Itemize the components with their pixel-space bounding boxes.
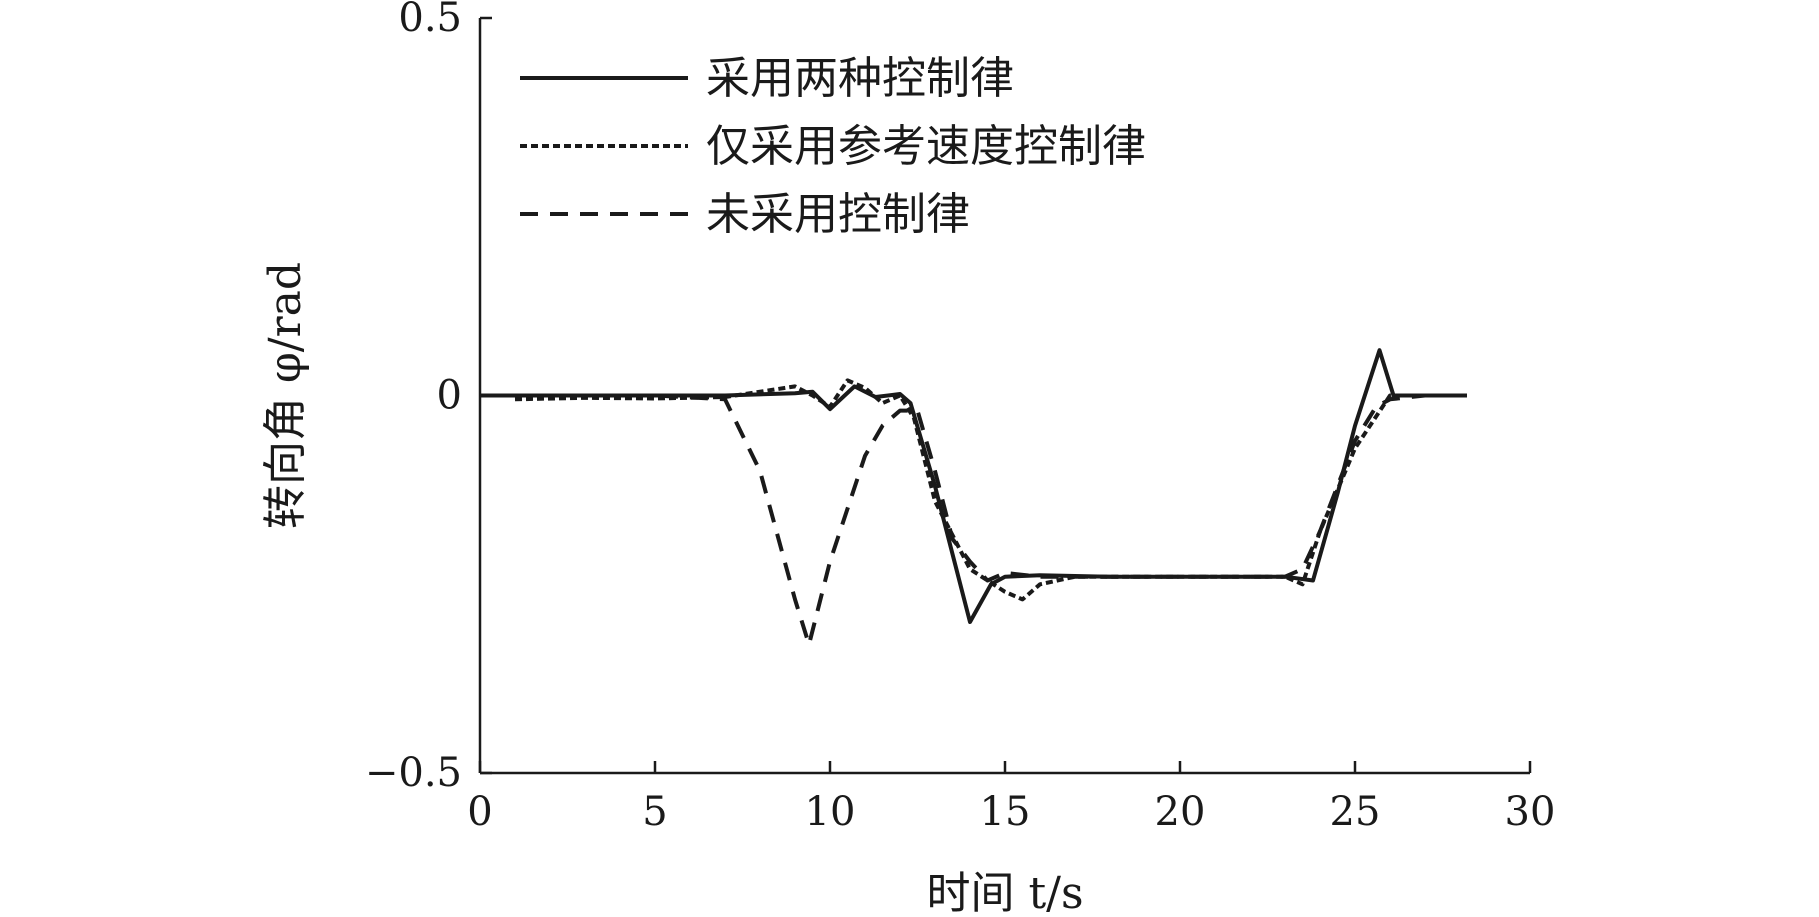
y-axis-title: 转向角 φ/rad [260, 262, 311, 529]
x-tick-label: 5 [642, 789, 667, 835]
series-line-1 [480, 348, 1467, 624]
legend-label-2: 仅采用参考速度控制律 [706, 121, 1146, 172]
series-line-3 [480, 393, 1467, 647]
x-tick-label: 0 [467, 789, 492, 835]
y-tick-label: −0.5 [365, 750, 462, 796]
x-tick-label: 25 [1330, 789, 1381, 835]
axes: 0 5 10 15 20 25 300.50−0.5 [365, 0, 1556, 835]
x-tick-label: 15 [980, 789, 1031, 835]
legend-label-1: 采用两种控制律 [706, 53, 1014, 104]
series-layer [480, 348, 1467, 647]
y-tick-label: 0 [437, 373, 462, 419]
x-tick-label: 10 [805, 789, 856, 835]
x-tick-label: 30 [1505, 789, 1556, 835]
series-line-2 [514, 378, 1467, 602]
x-tick-label: 20 [1155, 789, 1206, 835]
y-tick-label: 0.5 [398, 0, 462, 41]
legend-label-3: 未采用控制律 [706, 189, 970, 240]
x-axis-title: 时间 t/s [926, 868, 1083, 917]
